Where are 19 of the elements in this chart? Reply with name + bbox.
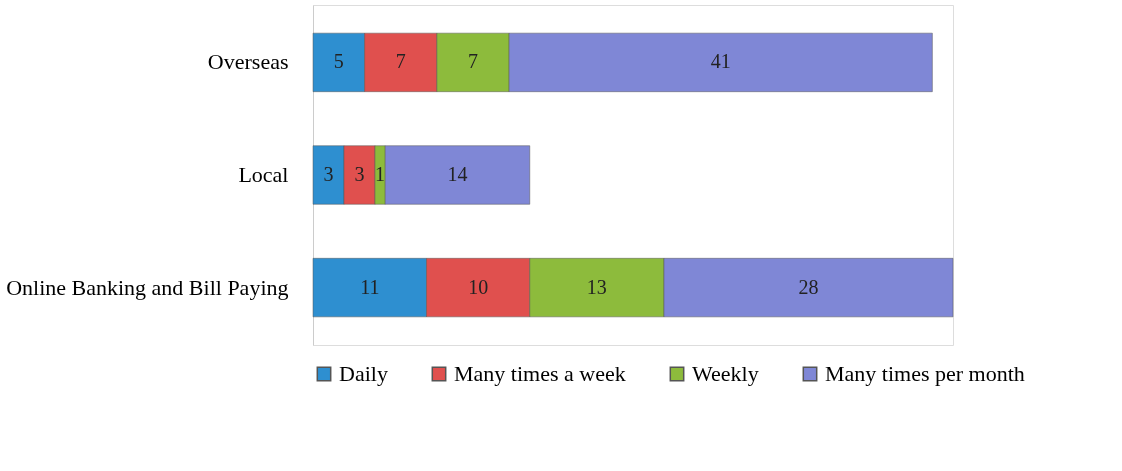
data-label: 3 — [323, 163, 334, 185]
legend-label: Weekly — [692, 361, 759, 386]
data-label: 1 — [375, 163, 386, 185]
data-label: 28 — [798, 275, 819, 298]
legend-label: Many times a week — [454, 361, 626, 386]
data-label: 11 — [360, 275, 380, 298]
data-label: 7 — [468, 50, 478, 73]
legend-label: Daily — [339, 361, 388, 386]
y-tick-label: Online Banking and Bill Paying — [6, 274, 289, 300]
y-tick-label: Overseas — [207, 49, 289, 75]
data-label: 3 — [354, 163, 365, 185]
data-label: 5 — [333, 50, 344, 73]
legend-label: Many times per month — [825, 361, 1025, 386]
data-label: 41 — [710, 50, 731, 73]
data-label: 10 — [468, 275, 489, 298]
y-tick-label: Local — [238, 162, 289, 187]
data-label: 13 — [586, 275, 607, 298]
data-label: 14 — [447, 163, 468, 185]
data-label: 7 — [395, 50, 406, 73]
